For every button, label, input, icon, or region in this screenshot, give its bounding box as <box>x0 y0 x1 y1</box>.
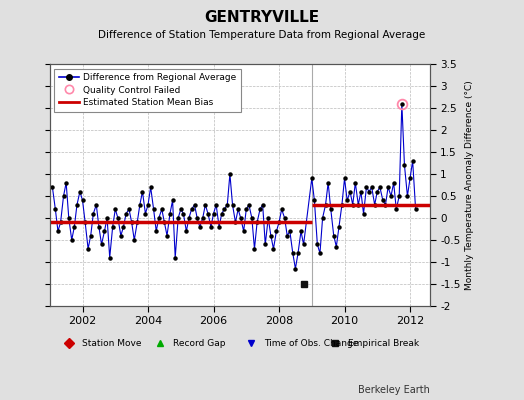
Text: Record Gap: Record Gap <box>173 338 226 348</box>
Text: Time of Obs. Change: Time of Obs. Change <box>265 338 359 348</box>
Text: GENTRYVILLE: GENTRYVILLE <box>204 10 320 25</box>
Text: Empirical Break: Empirical Break <box>348 338 419 348</box>
Text: Station Move: Station Move <box>82 338 141 348</box>
Legend: Difference from Regional Average, Quality Control Failed, Estimated Station Mean: Difference from Regional Average, Qualit… <box>54 68 241 112</box>
Text: Difference of Station Temperature Data from Regional Average: Difference of Station Temperature Data f… <box>99 30 425 40</box>
Text: Berkeley Earth: Berkeley Earth <box>358 385 430 395</box>
Y-axis label: Monthly Temperature Anomaly Difference (°C): Monthly Temperature Anomaly Difference (… <box>465 80 474 290</box>
